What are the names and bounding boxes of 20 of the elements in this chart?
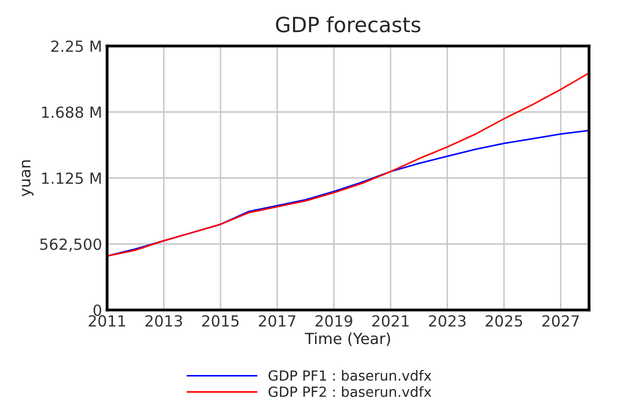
legend-label: GDP PF1 : baserun.vdfx <box>268 370 432 381</box>
y-tick-label: 1.125 M <box>42 172 101 184</box>
x-tick-label: 2027 <box>542 315 579 327</box>
x-tick-label: 2013 <box>145 315 182 327</box>
x-tick-label: 2021 <box>372 315 409 327</box>
x-tick-label: 2023 <box>428 315 466 327</box>
x-tick-label: 2015 <box>202 315 239 327</box>
x-tick-label: 2011 <box>88 315 126 327</box>
x-tick-label: 2017 <box>258 315 296 327</box>
y-tick-label: 1.688 M <box>42 106 101 118</box>
x-axis-title: Time (Year) <box>304 332 390 346</box>
y-tick-label: 2.25 M <box>51 40 101 52</box>
y-tick-label: 0 <box>94 304 102 316</box>
legend-label: GDP PF2 : baserun.vdfx <box>268 386 432 397</box>
x-tick-label: 2019 <box>316 315 352 327</box>
x-tick-label: 2025 <box>486 315 522 327</box>
y-axis-title: yuan <box>22 160 34 196</box>
chart-title: GDP forecasts <box>276 16 420 32</box>
line-series <box>107 72 590 257</box>
y-tick-label: 562,500 <box>40 238 102 252</box>
